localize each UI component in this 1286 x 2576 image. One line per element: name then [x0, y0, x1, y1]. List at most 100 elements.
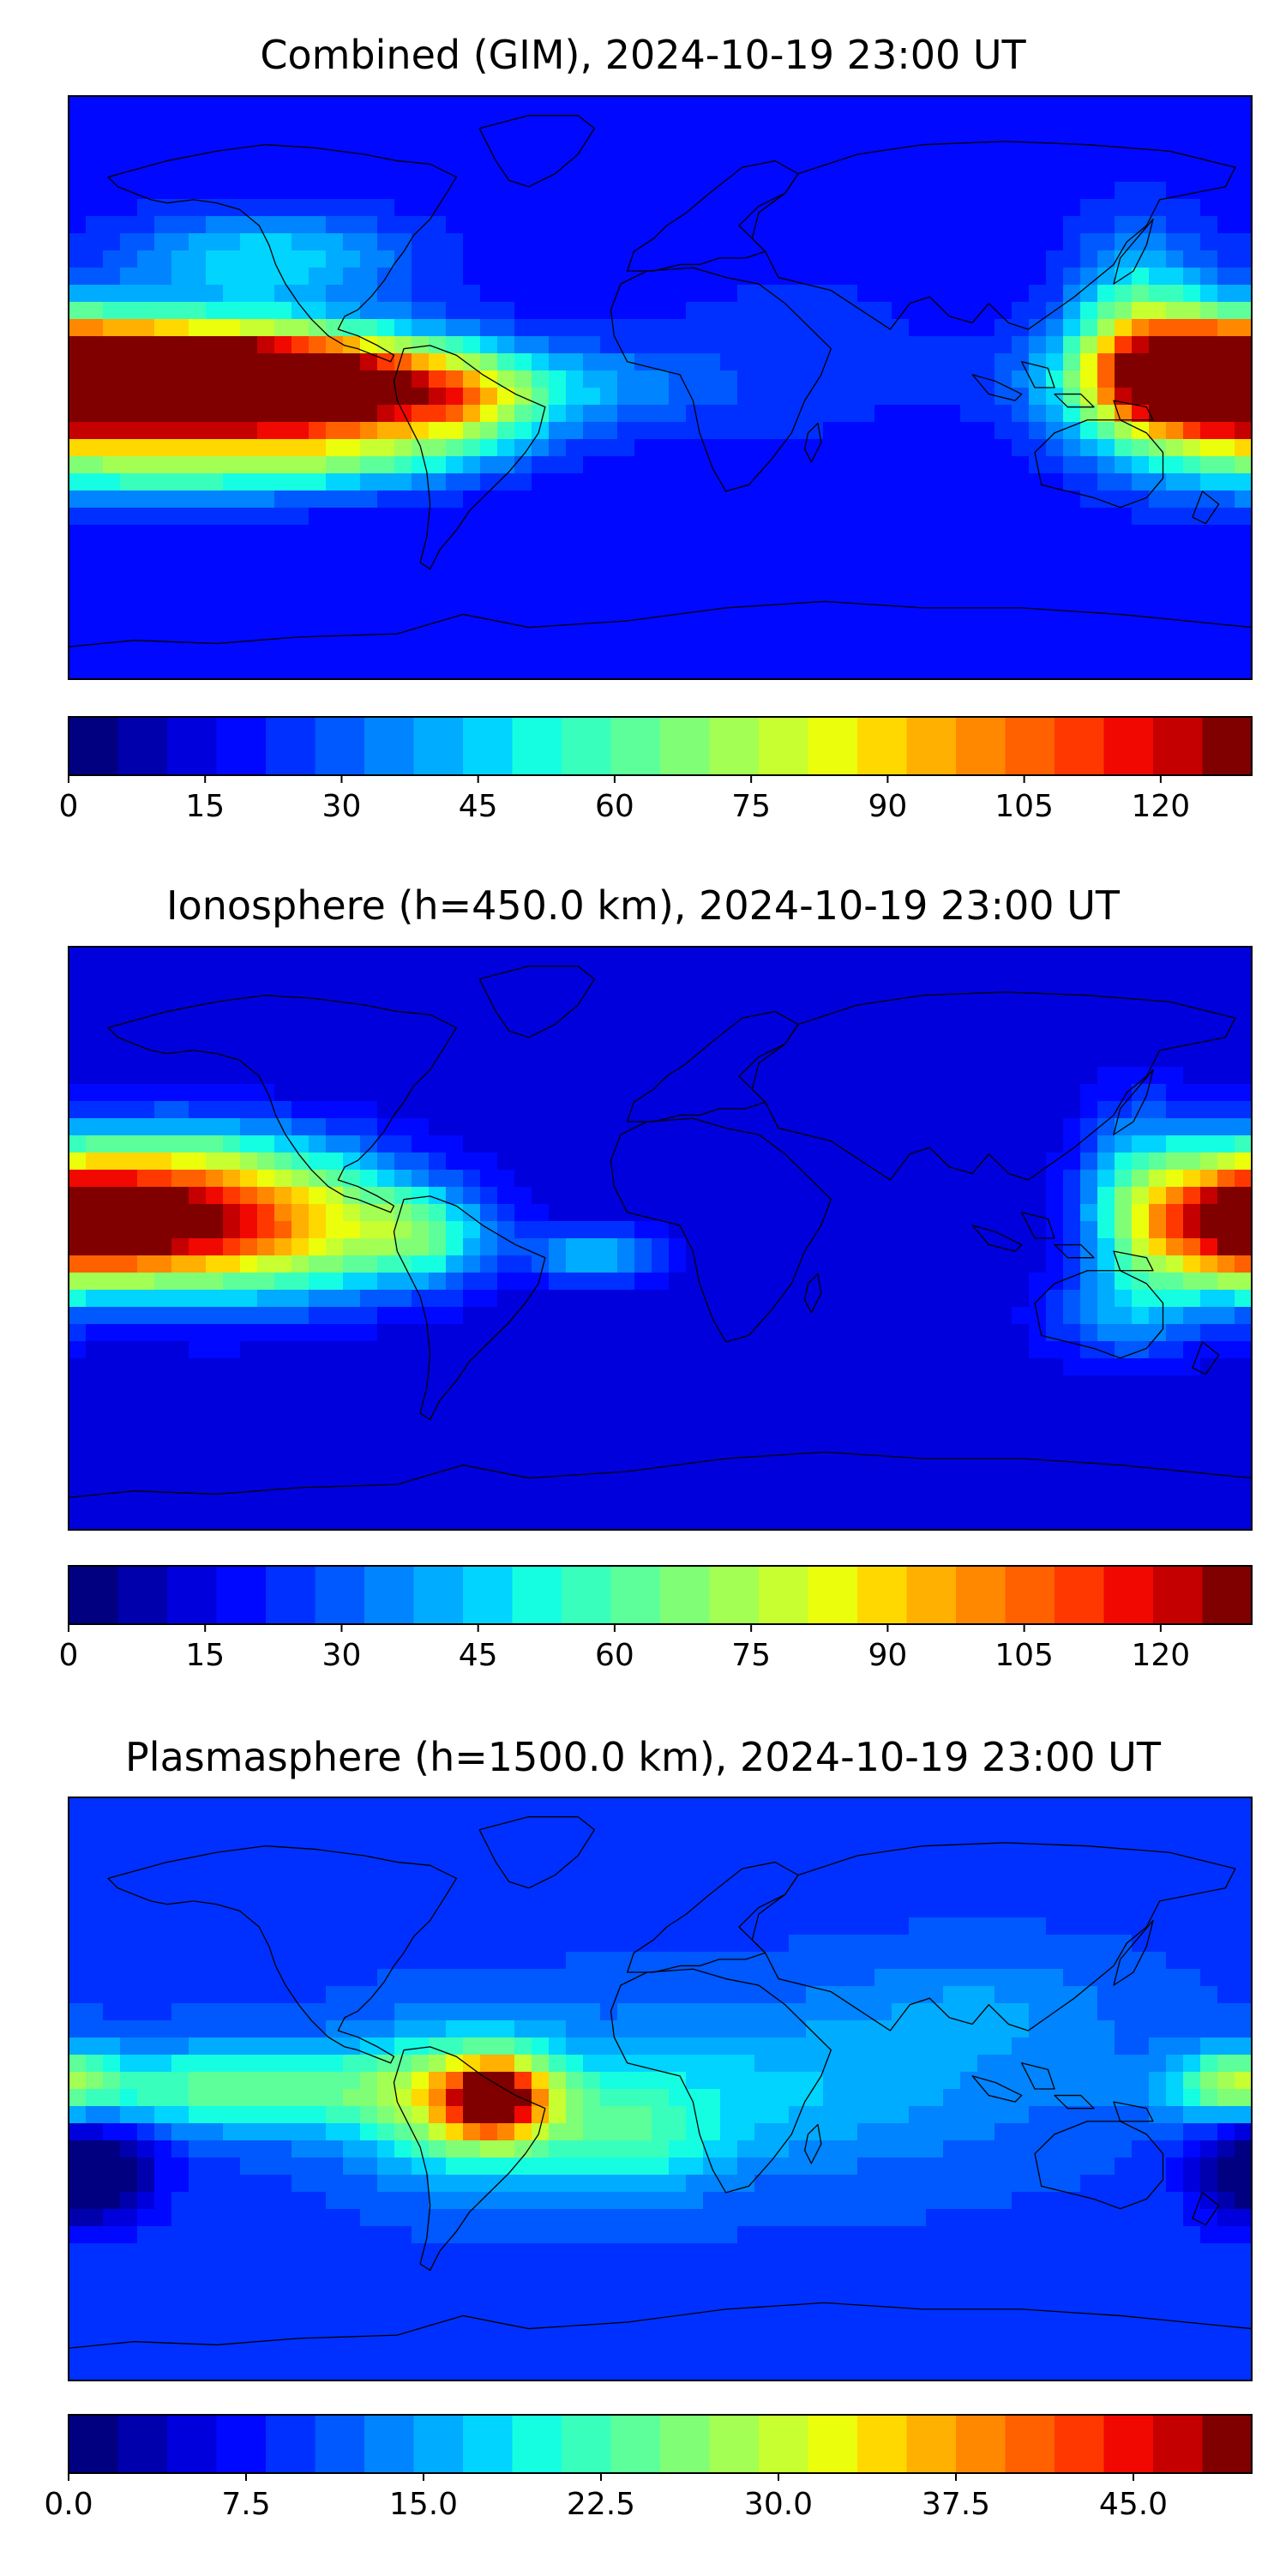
field-cell	[1063, 1358, 1081, 1376]
field-cell	[943, 405, 961, 423]
field-cell	[926, 405, 944, 423]
field-cell	[412, 1324, 430, 1342]
field-cell	[874, 388, 892, 406]
field-cell	[652, 473, 670, 491]
field-cell	[1217, 1290, 1235, 1308]
field-cell	[257, 1238, 275, 1256]
field-cell	[703, 336, 721, 354]
field-cell	[137, 216, 155, 234]
field-cell	[1080, 147, 1098, 166]
field-cell	[343, 508, 361, 526]
field-cell	[103, 319, 121, 337]
field-cell	[532, 1797, 550, 1815]
field-cell	[532, 559, 550, 577]
field-cell	[857, 1797, 875, 1815]
field-cell	[600, 1153, 618, 1171]
field-cell	[652, 422, 670, 440]
field-cell	[1217, 662, 1235, 680]
field-cell	[549, 1427, 567, 1445]
field-cell	[1235, 1815, 1253, 1833]
field-cell	[343, 182, 361, 200]
field-cell	[1029, 542, 1047, 560]
field-cell	[69, 525, 87, 543]
field-cell	[137, 473, 155, 491]
field-cell	[909, 576, 927, 594]
field-cell	[600, 1427, 618, 1445]
field-cell	[1063, 1427, 1081, 1445]
field-cell	[1200, 422, 1218, 440]
field-cell	[1200, 525, 1218, 543]
colorbar-swatch	[167, 717, 217, 775]
field-cell	[274, 1221, 292, 1239]
panel-ionosphere: Ionosphere (h=450.0 km), 2024-10-19 23:0…	[59, 882, 1253, 1673]
field-cell	[240, 1170, 258, 1188]
field-cell	[120, 388, 138, 406]
field-cell	[257, 1118, 275, 1136]
field-cell	[652, 1513, 670, 1531]
field-cell	[1063, 336, 1081, 354]
field-cell	[892, 1067, 910, 1085]
field-cell	[754, 113, 772, 131]
field-cell	[120, 1273, 138, 1291]
field-cell	[514, 336, 532, 354]
field-cell	[223, 1135, 241, 1153]
field-cell	[806, 1496, 824, 1514]
field-cell	[394, 319, 412, 337]
field-cell	[446, 405, 464, 423]
field-cell	[1046, 1461, 1064, 1479]
field-cell	[103, 662, 121, 680]
field-cell	[600, 1118, 618, 1136]
field-cell	[497, 285, 515, 303]
field-cell	[343, 1410, 361, 1428]
map-area	[69, 947, 1253, 1531]
field-cell	[394, 96, 412, 114]
field-cell	[240, 1153, 258, 1171]
field-cell	[343, 130, 361, 148]
field-cell	[446, 1461, 464, 1479]
field-cell	[412, 1153, 430, 1171]
colorbar-tick-label: 30	[322, 789, 362, 824]
field-cell	[1166, 1050, 1184, 1068]
field-cell	[377, 1170, 395, 1188]
field-cell	[360, 1032, 378, 1050]
field-cell	[86, 1341, 104, 1359]
field-cell	[1063, 165, 1081, 183]
field-cell	[892, 645, 910, 663]
field-cell	[857, 199, 875, 217]
field-cell	[995, 1427, 1013, 1445]
field-cell	[480, 165, 498, 183]
field-cell	[943, 628, 961, 646]
field-cell	[326, 1032, 344, 1050]
field-cell	[171, 576, 189, 594]
field-cell	[1217, 233, 1235, 251]
field-cell	[137, 182, 155, 200]
field-cell	[926, 353, 944, 371]
field-cell	[583, 1273, 601, 1291]
field-cell	[669, 981, 687, 999]
field-cell	[960, 1358, 978, 1376]
field-cell	[360, 422, 378, 440]
field-cell	[463, 1478, 481, 1496]
field-cell	[291, 662, 309, 680]
field-cell	[772, 611, 790, 629]
field-cell	[154, 405, 172, 423]
field-cell	[789, 1221, 807, 1239]
field-cell	[720, 1290, 738, 1308]
field-cell	[343, 1204, 361, 1222]
field-cell	[566, 1444, 584, 1462]
field-cell	[1200, 1153, 1218, 1171]
field-cell	[514, 1307, 532, 1325]
field-cell	[377, 559, 395, 577]
field-cell	[1132, 439, 1150, 457]
field-cell	[69, 370, 87, 388]
field-cell	[857, 645, 875, 663]
field-cell	[154, 422, 172, 440]
field-cell	[652, 1050, 670, 1068]
field-cell	[617, 1032, 635, 1050]
field-cell	[669, 130, 687, 148]
field-cell	[412, 422, 430, 440]
field-cell	[1097, 1478, 1115, 1496]
field-cell	[1166, 964, 1184, 982]
field-cell	[720, 1307, 738, 1325]
field-cell	[754, 947, 772, 965]
